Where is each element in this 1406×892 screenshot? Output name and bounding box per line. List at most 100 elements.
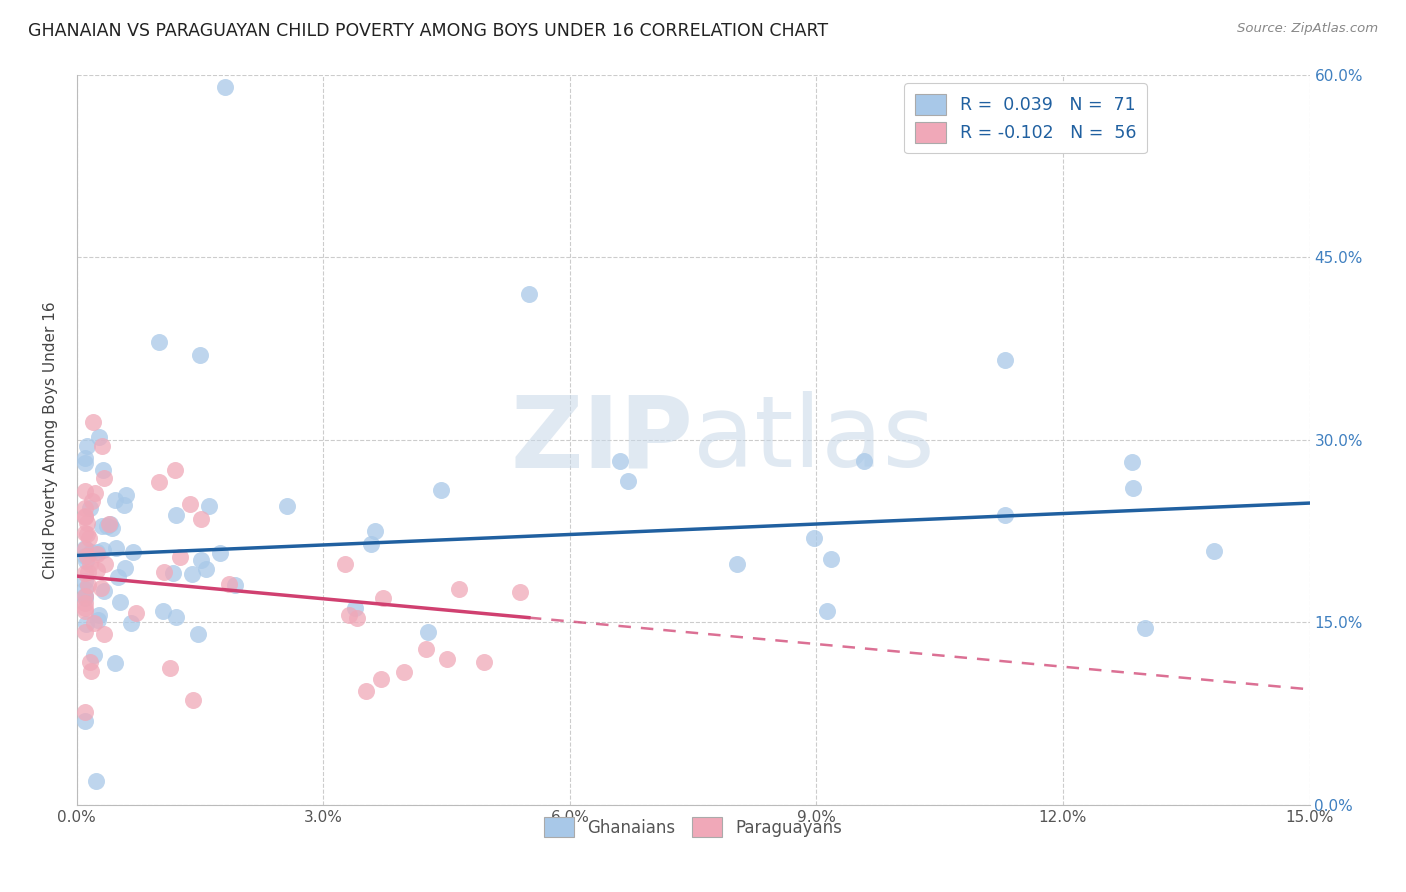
Ghanaians <box>75 616 97 631</box>
Paraguayans <box>415 641 437 656</box>
Paraguayans <box>75 624 97 639</box>
Ghanaians <box>104 656 127 670</box>
Paraguayans <box>392 665 415 679</box>
Ghanaians <box>91 463 114 477</box>
Ghanaians <box>165 609 187 624</box>
Paraguayans <box>79 557 101 571</box>
Ghanaians <box>1202 543 1225 558</box>
Paraguayans <box>76 516 98 530</box>
Text: GHANAIAN VS PARAGUAYAN CHILD POVERTY AMONG BOYS UNDER 16 CORRELATION CHART: GHANAIAN VS PARAGUAYAN CHILD POVERTY AMO… <box>28 22 828 40</box>
Ghanaians <box>112 498 135 512</box>
Paraguayans <box>83 616 105 631</box>
Ghanaians <box>75 574 97 588</box>
Ghanaians <box>609 454 631 468</box>
Ghanaians <box>107 570 129 584</box>
Paraguayans <box>86 563 108 577</box>
Ghanaians <box>208 547 231 561</box>
Paraguayans <box>346 611 368 625</box>
Paraguayans <box>370 672 392 686</box>
Ghanaians <box>96 518 118 533</box>
Ghanaians <box>83 648 105 662</box>
Paraguayans <box>75 596 97 610</box>
Paraguayans <box>509 584 531 599</box>
Ghanaians <box>152 604 174 618</box>
Ghanaians <box>194 562 217 576</box>
Paraguayans <box>93 471 115 485</box>
Paraguayans <box>159 661 181 675</box>
Ghanaians <box>76 439 98 453</box>
Paraguayans <box>148 475 170 490</box>
Paraguayans <box>82 415 104 429</box>
Ghanaians <box>429 483 451 497</box>
Ghanaians <box>148 335 170 350</box>
Ghanaians <box>725 557 748 571</box>
Ghanaians <box>364 524 387 538</box>
Ghanaians <box>416 624 439 639</box>
Ghanaians <box>617 474 640 488</box>
Ghanaians <box>853 454 876 468</box>
Ghanaians <box>87 608 110 623</box>
Ghanaians <box>1121 455 1143 469</box>
Ghanaians <box>75 549 97 563</box>
Paraguayans <box>76 549 98 563</box>
Paraguayans <box>97 516 120 531</box>
Ghanaians <box>75 456 97 470</box>
Ghanaians <box>1122 481 1144 495</box>
Ghanaians <box>344 601 367 615</box>
Ghanaians <box>1133 622 1156 636</box>
Ghanaians <box>181 566 204 581</box>
Paraguayans <box>472 655 495 669</box>
Paraguayans <box>354 684 377 698</box>
Ghanaians <box>87 613 110 627</box>
Paraguayans <box>337 608 360 623</box>
Paraguayans <box>77 565 100 579</box>
Ghanaians <box>87 430 110 444</box>
Ghanaians <box>190 553 212 567</box>
Paraguayans <box>82 494 104 508</box>
Paraguayans <box>373 591 395 605</box>
Ghanaians <box>820 551 842 566</box>
Paraguayans <box>86 547 108 561</box>
Paraguayans <box>94 557 117 571</box>
Ghanaians <box>162 566 184 580</box>
Ghanaians <box>188 347 211 361</box>
Text: atlas: atlas <box>693 392 935 488</box>
Ghanaians <box>276 499 298 513</box>
Ghanaians <box>80 545 103 559</box>
Text: ZIP: ZIP <box>510 392 693 488</box>
Paraguayans <box>75 510 97 524</box>
Paraguayans <box>179 497 201 511</box>
Ghanaians <box>165 508 187 523</box>
Paraguayans <box>80 664 103 678</box>
Ghanaians <box>198 500 221 514</box>
Paraguayans <box>75 566 97 581</box>
Paraguayans <box>77 578 100 592</box>
Paraguayans <box>75 705 97 719</box>
Ghanaians <box>114 560 136 574</box>
Paraguayans <box>169 549 191 564</box>
Ghanaians <box>75 714 97 728</box>
Paraguayans <box>75 589 97 603</box>
Ghanaians <box>86 545 108 559</box>
Paraguayans <box>93 627 115 641</box>
Ghanaians <box>122 545 145 559</box>
Paraguayans <box>90 439 112 453</box>
Paraguayans <box>75 604 97 618</box>
Ghanaians <box>91 519 114 533</box>
Ghanaians <box>98 516 121 531</box>
Ghanaians <box>993 508 1015 522</box>
Ghanaians <box>75 554 97 568</box>
Ghanaians <box>75 591 97 605</box>
Ghanaians <box>803 531 825 545</box>
Paraguayans <box>79 656 101 670</box>
Text: Source: ZipAtlas.com: Source: ZipAtlas.com <box>1237 22 1378 36</box>
Paraguayans <box>75 525 97 540</box>
Paraguayans <box>90 581 112 595</box>
Paraguayans <box>75 484 97 499</box>
Ghanaians <box>75 590 97 604</box>
Ghanaians <box>360 537 382 551</box>
Ghanaians <box>84 773 107 788</box>
Paraguayans <box>152 565 174 579</box>
Paraguayans <box>76 527 98 541</box>
Paraguayans <box>165 463 187 477</box>
